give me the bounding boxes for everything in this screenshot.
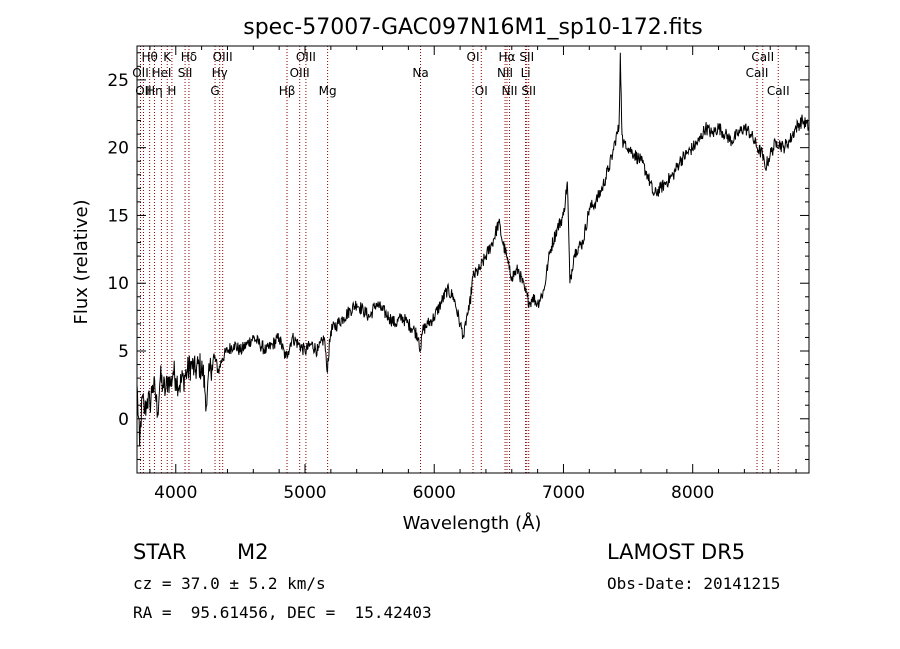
line-label-3750: OII — [135, 84, 152, 98]
line-label-6583: NII — [502, 84, 518, 98]
line-label-6707: Li — [521, 66, 531, 80]
object-class: STAR — [133, 540, 187, 564]
line-label-8542: CaII — [751, 50, 774, 64]
line-label-3798: Hθ — [141, 50, 157, 64]
survey-name: LAMOST DR5 — [607, 540, 746, 564]
line-label-6716: SII — [519, 50, 534, 64]
y-tick-label-10: 10 — [107, 274, 129, 294]
line-label-3934: K — [163, 50, 172, 64]
line-label-8498: CaII — [746, 66, 769, 80]
redshift-value: cz = 37.0 ± 5.2 km/s — [133, 574, 326, 593]
y-axis: 0 5 10 15 20 25 — [107, 52, 809, 460]
spectral-line-labels: OIIOIIHθHηHeIKHSIIHδGHγOIIIHβOIIIOIIIMgN… — [132, 50, 789, 98]
line-label-5175: Mg — [319, 84, 337, 98]
y-axis-label: Flux (relative) — [71, 199, 92, 324]
line-label-3889: HeI — [151, 66, 171, 80]
x-tick-label-8000: 8000 — [671, 483, 714, 503]
spectrum-chart: spec-57007-GAC097N16M1_sp10-172.fits OII… — [71, 15, 810, 534]
x-axis: 4000 5000 6000 7000 8000 — [149, 46, 797, 503]
y-tick-label-5: 5 — [118, 342, 129, 362]
y-tick-label-25: 25 — [107, 71, 129, 91]
spectrum-line — [136, 52, 810, 446]
line-label-6548: NII — [497, 66, 513, 80]
x-tick-label-6000: 6000 — [413, 483, 456, 503]
line-label-3835: Hη — [146, 84, 163, 98]
line-label-4861: Hβ — [279, 84, 296, 98]
line-label-4072: SII — [178, 66, 193, 80]
line-label-4102: Hδ — [181, 50, 197, 64]
x-tick-label-4000: 4000 — [154, 483, 197, 503]
spectral-line-markers — [139, 46, 779, 473]
object-subclass: M2 — [237, 540, 269, 564]
line-label-4363: OIII — [213, 50, 233, 64]
line-label-5007: OIII — [296, 50, 316, 64]
line-label-6731: SII — [521, 84, 536, 98]
line-label-4959: OIII — [290, 66, 310, 80]
x-axis-label: Wavelength (Å) — [403, 512, 542, 534]
line-label-4304: G — [210, 84, 219, 98]
line-label-8662: CaII — [767, 84, 790, 98]
y-tick-label-20: 20 — [107, 139, 129, 159]
line-label-6364: OI — [475, 84, 488, 98]
line-label-4340: Hγ — [212, 66, 228, 80]
line-label-3970: H — [167, 84, 176, 98]
sky-coordinates: RA = 95.61456, DEC = 15.42403 — [133, 603, 432, 622]
line-label-5894: Na — [412, 66, 428, 80]
plot-frame — [136, 45, 810, 474]
y-tick-label-15: 15 — [107, 206, 129, 226]
line-label-6300: OI — [467, 50, 480, 64]
line-label-3727: OII — [132, 66, 149, 80]
chart-title: spec-57007-GAC097N16M1_sp10-172.fits — [243, 15, 703, 40]
observation-date: Obs-Date: 20141215 — [607, 574, 781, 593]
x-tick-label-7000: 7000 — [542, 483, 585, 503]
y-tick-label-0: 0 — [118, 410, 129, 430]
x-tick-label-5000: 5000 — [283, 483, 326, 503]
line-label-6563: Hα — [499, 50, 516, 64]
